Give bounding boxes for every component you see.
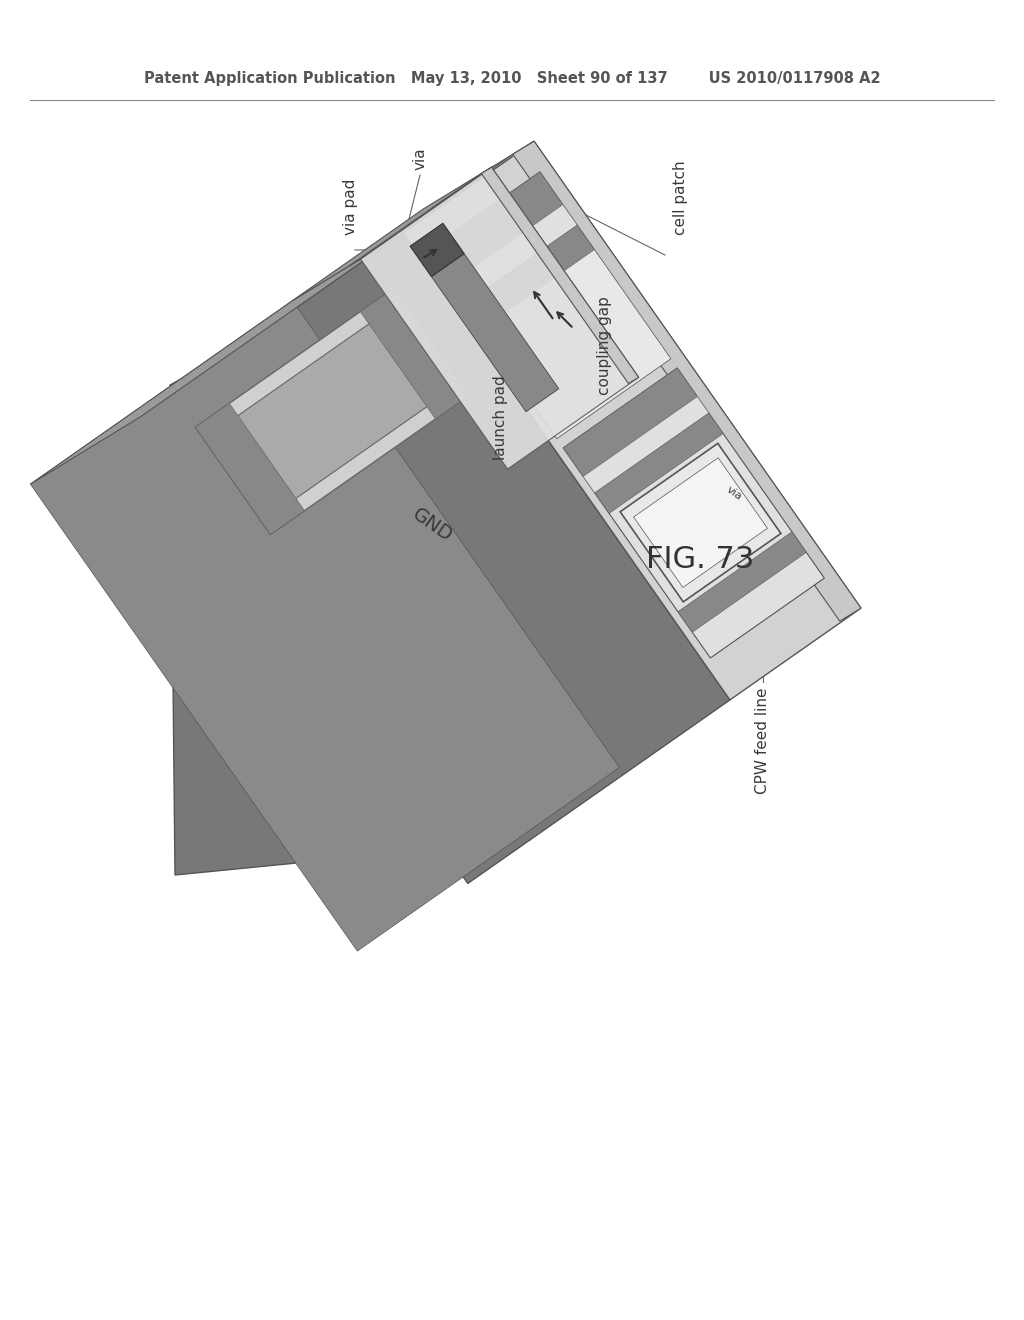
Polygon shape	[449, 205, 578, 305]
Polygon shape	[225, 314, 440, 508]
Text: launch pad: launch pad	[493, 375, 508, 459]
Polygon shape	[426, 172, 671, 438]
Text: CPW feed line: CPW feed line	[756, 688, 770, 793]
Polygon shape	[513, 141, 861, 622]
Polygon shape	[293, 141, 535, 301]
Polygon shape	[360, 288, 470, 418]
Polygon shape	[403, 141, 861, 700]
Polygon shape	[584, 397, 709, 492]
Polygon shape	[411, 223, 464, 276]
Text: GND: GND	[409, 506, 456, 546]
Polygon shape	[480, 249, 671, 438]
Polygon shape	[621, 444, 781, 602]
Text: coupling gap: coupling gap	[597, 296, 612, 395]
Polygon shape	[360, 168, 639, 469]
Text: via pad: via pad	[342, 178, 357, 235]
Polygon shape	[465, 201, 575, 265]
Polygon shape	[678, 532, 806, 632]
Polygon shape	[141, 234, 730, 883]
Polygon shape	[465, 201, 530, 840]
Polygon shape	[595, 413, 723, 513]
Polygon shape	[31, 301, 620, 952]
Polygon shape	[481, 168, 639, 384]
Text: via: via	[725, 484, 743, 502]
Polygon shape	[31, 234, 403, 484]
Polygon shape	[382, 141, 535, 246]
Polygon shape	[196, 288, 470, 535]
Polygon shape	[431, 253, 559, 412]
Polygon shape	[634, 458, 767, 587]
Polygon shape	[563, 368, 697, 477]
Text: Patent Application Publication   May 13, 2010   Sheet 90 of 137        US 2010/0: Patent Application Publication May 13, 2…	[143, 70, 881, 86]
Text: via: via	[413, 148, 427, 170]
Polygon shape	[563, 368, 824, 657]
Polygon shape	[350, 168, 492, 265]
Polygon shape	[426, 172, 563, 285]
Polygon shape	[196, 404, 304, 535]
Text: FIG. 73: FIG. 73	[646, 545, 755, 574]
Polygon shape	[463, 226, 594, 330]
Polygon shape	[170, 224, 530, 875]
Text: cell patch: cell patch	[673, 160, 687, 235]
